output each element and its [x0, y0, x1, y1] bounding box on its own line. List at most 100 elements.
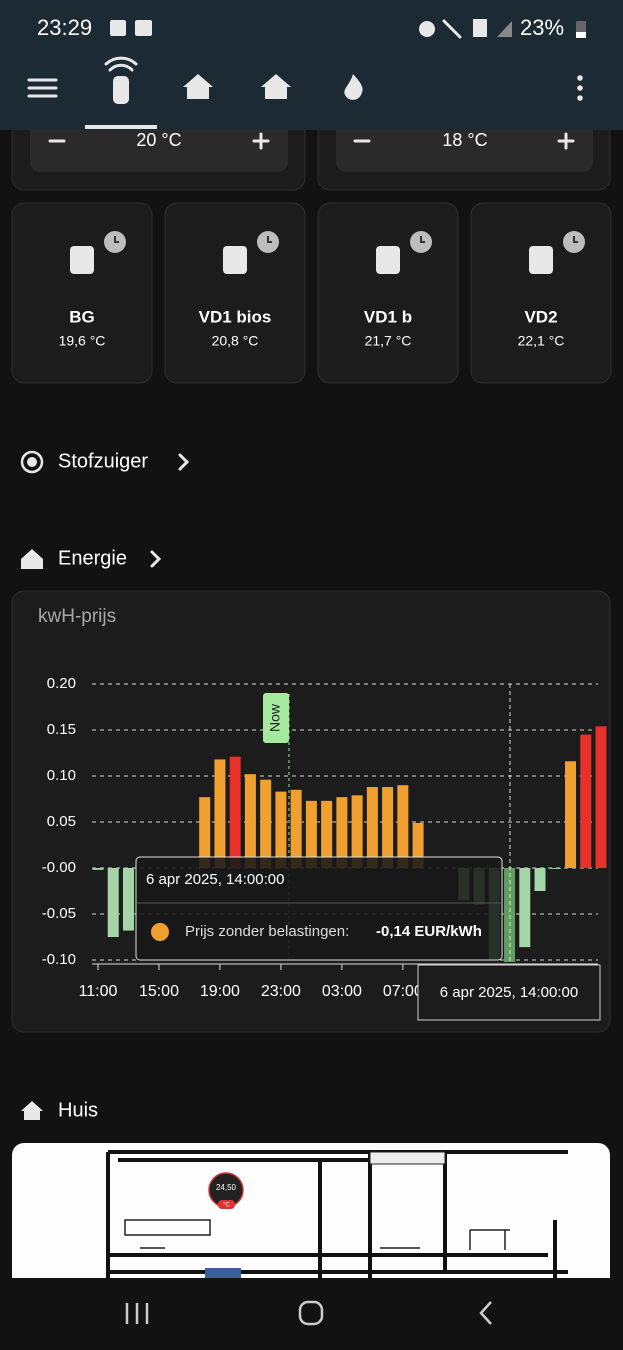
room-name: VD2	[524, 307, 557, 326]
room-temperature: 20,8 °C	[212, 333, 259, 349]
vacuum-icon	[20, 450, 44, 474]
floorplan-image[interactable]: 24,50 °C	[12, 1143, 610, 1293]
status-time: 23:29	[37, 15, 92, 40]
chart-bars	[92, 726, 607, 962]
room-card[interactable]	[164, 202, 306, 384]
bar	[412, 822, 424, 868]
dot	[577, 75, 583, 81]
alarm-icon	[419, 21, 435, 37]
home-button[interactable]	[298, 1300, 324, 1326]
bar	[595, 726, 607, 868]
bar	[229, 756, 241, 868]
room-temperature: 19,6 °C	[59, 333, 106, 349]
room-temperature: 22,1 °C	[518, 333, 565, 349]
nav-bar	[0, 1278, 623, 1350]
y-tick-label: -0.05	[42, 905, 76, 922]
room-card[interactable]	[11, 202, 153, 384]
room-name: BG	[69, 307, 95, 326]
schedule-icon	[573, 236, 578, 243]
thermostat-temp: 20 °C	[136, 130, 181, 150]
vacuum-icon	[27, 457, 37, 467]
bar	[382, 787, 394, 868]
heating-tab[interactable]	[344, 74, 363, 100]
tooltip-marker	[151, 923, 169, 941]
section-title[interactable]: Energie	[58, 547, 127, 569]
chart-title: kwH-prijs	[38, 606, 116, 627]
room-card[interactable]	[470, 202, 612, 384]
bar	[92, 868, 104, 870]
tooltip-box	[135, 856, 503, 961]
mute-icon	[442, 19, 462, 39]
plus-button[interactable]	[557, 132, 575, 150]
bar	[275, 791, 287, 868]
remote-icon	[104, 56, 138, 72]
y-tick-label: -0.00	[42, 859, 76, 876]
chevron[interactable]	[178, 453, 190, 471]
y-tick-label: 0.15	[47, 721, 76, 738]
bar	[351, 795, 363, 868]
bar	[321, 800, 333, 868]
room-cards: BG 19,6 °C VD1 bios 20,8 °C VD1 b 21,7 °C VD2 2…	[11, 202, 612, 384]
room-card[interactable]	[317, 202, 459, 384]
bar	[305, 800, 317, 868]
recents-button[interactable]	[125, 1303, 149, 1324]
y-tick-label: 0.05	[47, 813, 76, 830]
axis-pointer-box	[417, 964, 601, 1021]
axis-pointer-label: 6 apr 2025, 14:00:00	[440, 984, 578, 1001]
bar	[260, 779, 272, 868]
thermostat-value: 24,50	[216, 1183, 237, 1192]
overflow-menu[interactable]	[577, 75, 583, 101]
house-icon	[21, 1101, 43, 1120]
bar	[565, 761, 577, 868]
now-label: Now	[267, 703, 283, 732]
menu-button[interactable]	[27, 78, 58, 98]
signal-icon	[497, 21, 512, 37]
thermostat-unit: °C	[223, 1203, 230, 1209]
bar	[549, 868, 561, 869]
thermostat-temp: 18 °C	[442, 130, 487, 150]
floor1-tab[interactable]	[183, 74, 213, 99]
schedule-icon	[114, 236, 119, 243]
room-name: VD1 b	[364, 307, 412, 326]
bar	[534, 868, 546, 891]
bar	[244, 774, 256, 868]
status-icon	[110, 20, 126, 36]
bar	[580, 734, 592, 868]
battery-icon	[576, 32, 586, 38]
room-temperature: 21,7 °C	[365, 333, 412, 349]
x-tick-label: 23:00	[261, 983, 301, 1000]
x-tick-label: 15:00	[139, 983, 179, 1000]
tooltip: 6 apr 2025, 14:00:00 Prijs zonder belast…	[135, 856, 503, 961]
room-icon	[223, 246, 247, 274]
furniture-sketch	[124, 1219, 510, 1250]
bar	[366, 787, 378, 868]
tooltip-value: -0,14 EUR/kWh	[376, 923, 482, 940]
floor2-tab[interactable]	[261, 74, 291, 99]
room-icon	[529, 246, 553, 274]
room-icon	[376, 246, 400, 274]
bar	[397, 785, 409, 868]
floorplan-sketch	[106, 1150, 568, 1278]
room-icon	[70, 246, 94, 274]
unit-pill	[218, 1200, 235, 1209]
dot	[577, 85, 583, 91]
schedule-icon	[267, 236, 272, 243]
section-title[interactable]: Stofzuiger	[58, 450, 148, 472]
x-tick-label: 07:00	[383, 983, 423, 1000]
active-tab-indicator	[85, 125, 157, 129]
remote-tab[interactable]	[104, 56, 138, 104]
chevron[interactable]	[150, 550, 162, 568]
section-title[interactable]: Huis	[58, 1099, 98, 1121]
status-icon	[135, 20, 152, 36]
tooltip-title: 6 apr 2025, 14:00:00	[146, 871, 284, 888]
y-tick-label: 0.10	[47, 767, 76, 784]
network-icon	[473, 19, 487, 37]
bar	[107, 868, 119, 937]
back-button[interactable]	[479, 1301, 492, 1325]
bar	[122, 868, 134, 931]
plus-button[interactable]	[252, 132, 270, 150]
now-marker	[263, 693, 289, 743]
